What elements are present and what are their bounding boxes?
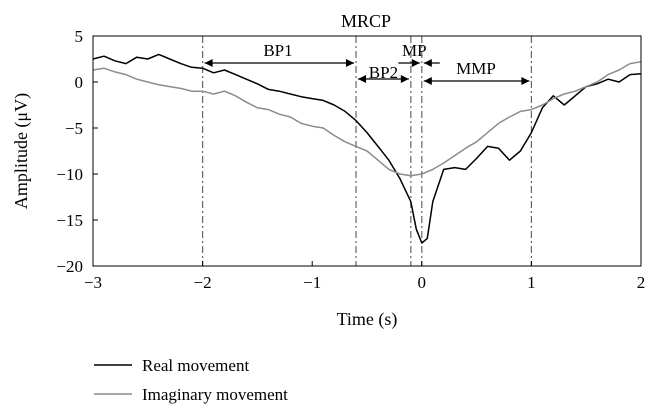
arrow-head <box>411 59 420 67</box>
y-tick-label: −5 <box>65 119 83 138</box>
legend: Real movement Imaginary movement <box>94 356 288 404</box>
series-real-movement <box>92 53 642 244</box>
y-tick-label: −15 <box>56 211 83 230</box>
axes-layer: −3 −2 −1 0 1 250−5−10−15−20 <box>56 27 645 292</box>
chart-title: MRCP <box>341 11 391 31</box>
legend-label: Imaginary movement <box>142 385 288 404</box>
x-tick-label: 1 <box>527 273 536 292</box>
plot-frame <box>92 35 642 267</box>
y-tick-label: 5 <box>75 27 84 46</box>
series-layer <box>92 53 642 244</box>
x-tick-label: 0 <box>418 273 427 292</box>
legend-label: Real movement <box>142 356 249 375</box>
x-tick-label: −1 <box>303 273 321 292</box>
arrow-head <box>521 77 530 85</box>
phase-marker-layer <box>202 36 533 266</box>
phase-label-bp2: BP2 <box>369 63 398 82</box>
x-tick-label: −3 <box>84 273 102 292</box>
x-tick-label: −2 <box>194 273 212 292</box>
arrow-head <box>423 77 432 85</box>
x-tick-label: 2 <box>637 273 646 292</box>
y-axis-title: Amplitude (μV) <box>11 93 32 209</box>
arrow-head <box>346 59 355 67</box>
phase-label-mmp: MMP <box>456 59 496 78</box>
x-axis-title: Time (s) <box>337 309 398 330</box>
arrow-head <box>400 75 409 83</box>
y-tick-label: −10 <box>56 165 83 184</box>
arrow-head <box>204 59 213 67</box>
series-imaginary-movement <box>92 61 642 177</box>
arrow-head <box>423 59 432 67</box>
phase-label-mp: MP <box>402 41 427 60</box>
arrow-head <box>358 75 367 83</box>
y-tick-label: 0 <box>75 73 84 92</box>
phase-label-bp1: BP1 <box>263 41 292 60</box>
y-tick-label: −20 <box>56 257 83 276</box>
